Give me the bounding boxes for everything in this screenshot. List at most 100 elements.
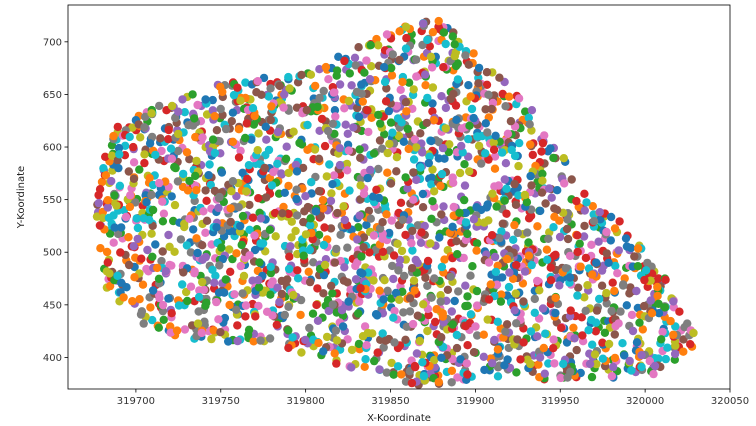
data-point [139, 319, 148, 328]
data-point [95, 221, 105, 230]
data-point [301, 192, 310, 201]
data-point [572, 196, 581, 206]
data-point [198, 241, 207, 250]
data-point [409, 276, 419, 285]
data-point [113, 271, 122, 280]
data-point [602, 227, 611, 237]
data-point [143, 245, 152, 255]
data-point [496, 297, 506, 306]
data-point [457, 124, 467, 133]
data-point [598, 338, 607, 347]
data-point [176, 235, 186, 244]
data-point [403, 124, 412, 134]
data-point [607, 372, 617, 381]
data-point [301, 335, 310, 345]
data-point [391, 288, 401, 298]
data-point [472, 203, 481, 212]
data-point [340, 215, 349, 225]
data-point [592, 306, 602, 315]
data-point [639, 301, 649, 311]
data-point [303, 145, 312, 154]
data-point [318, 204, 328, 213]
data-point [404, 78, 414, 87]
data-point [178, 280, 187, 289]
data-point [225, 300, 234, 310]
data-point [99, 164, 108, 173]
data-point [372, 185, 381, 194]
data-point [234, 125, 244, 134]
data-point [555, 281, 564, 290]
data-point [412, 55, 421, 64]
data-point [190, 114, 199, 123]
data-point [311, 207, 321, 216]
data-point [226, 217, 235, 227]
data-point [326, 196, 336, 206]
data-point [530, 308, 539, 317]
data-point [250, 111, 259, 121]
data-point [132, 214, 141, 223]
data-point [491, 131, 500, 140]
data-point [390, 338, 399, 347]
data-point [322, 172, 331, 181]
data-point [395, 55, 404, 65]
data-point [606, 212, 616, 222]
data-point [297, 70, 306, 80]
data-point [409, 168, 418, 177]
data-point [466, 271, 475, 280]
data-point [193, 319, 203, 328]
data-point [273, 159, 282, 168]
data-point [426, 52, 436, 61]
data-point [572, 345, 581, 355]
data-point [511, 200, 521, 209]
data-point [527, 260, 536, 270]
data-point [199, 285, 209, 294]
data-point [504, 282, 514, 292]
data-point [369, 149, 379, 158]
data-point [549, 153, 558, 163]
data-point [284, 326, 293, 335]
data-point [465, 167, 474, 176]
data-point [282, 142, 291, 151]
data-point [401, 98, 411, 107]
data-point [330, 129, 339, 139]
data-point [573, 291, 582, 300]
data-point [315, 93, 324, 103]
data-point [147, 109, 156, 118]
data-point [275, 297, 284, 307]
data-point [315, 65, 324, 74]
data-point [328, 180, 337, 189]
data-point [360, 68, 369, 77]
data-point [473, 331, 482, 340]
data-point [96, 244, 105, 253]
data-point [266, 115, 275, 125]
data-point [113, 122, 123, 132]
data-point [461, 208, 470, 218]
data-point [303, 120, 312, 130]
data-point [445, 140, 454, 149]
data-point [591, 318, 601, 327]
data-point [455, 168, 465, 178]
data-point [463, 292, 472, 301]
data-point [632, 338, 642, 347]
data-point [344, 297, 353, 306]
data-point [614, 319, 623, 328]
data-point [519, 338, 528, 347]
data-point [497, 290, 506, 299]
data-point [157, 146, 166, 156]
data-point [500, 196, 509, 205]
data-point [344, 146, 353, 155]
data-point [347, 363, 356, 372]
data-point [520, 190, 530, 200]
data-point [397, 246, 407, 256]
data-point [502, 209, 511, 218]
data-point [375, 136, 385, 145]
data-point [474, 141, 484, 151]
data-point [148, 205, 158, 215]
data-point [101, 171, 111, 180]
data-point [188, 121, 198, 130]
data-point [234, 203, 243, 212]
data-point [498, 89, 507, 99]
data-point [527, 181, 536, 190]
data-point [545, 184, 554, 193]
data-point [303, 202, 313, 212]
